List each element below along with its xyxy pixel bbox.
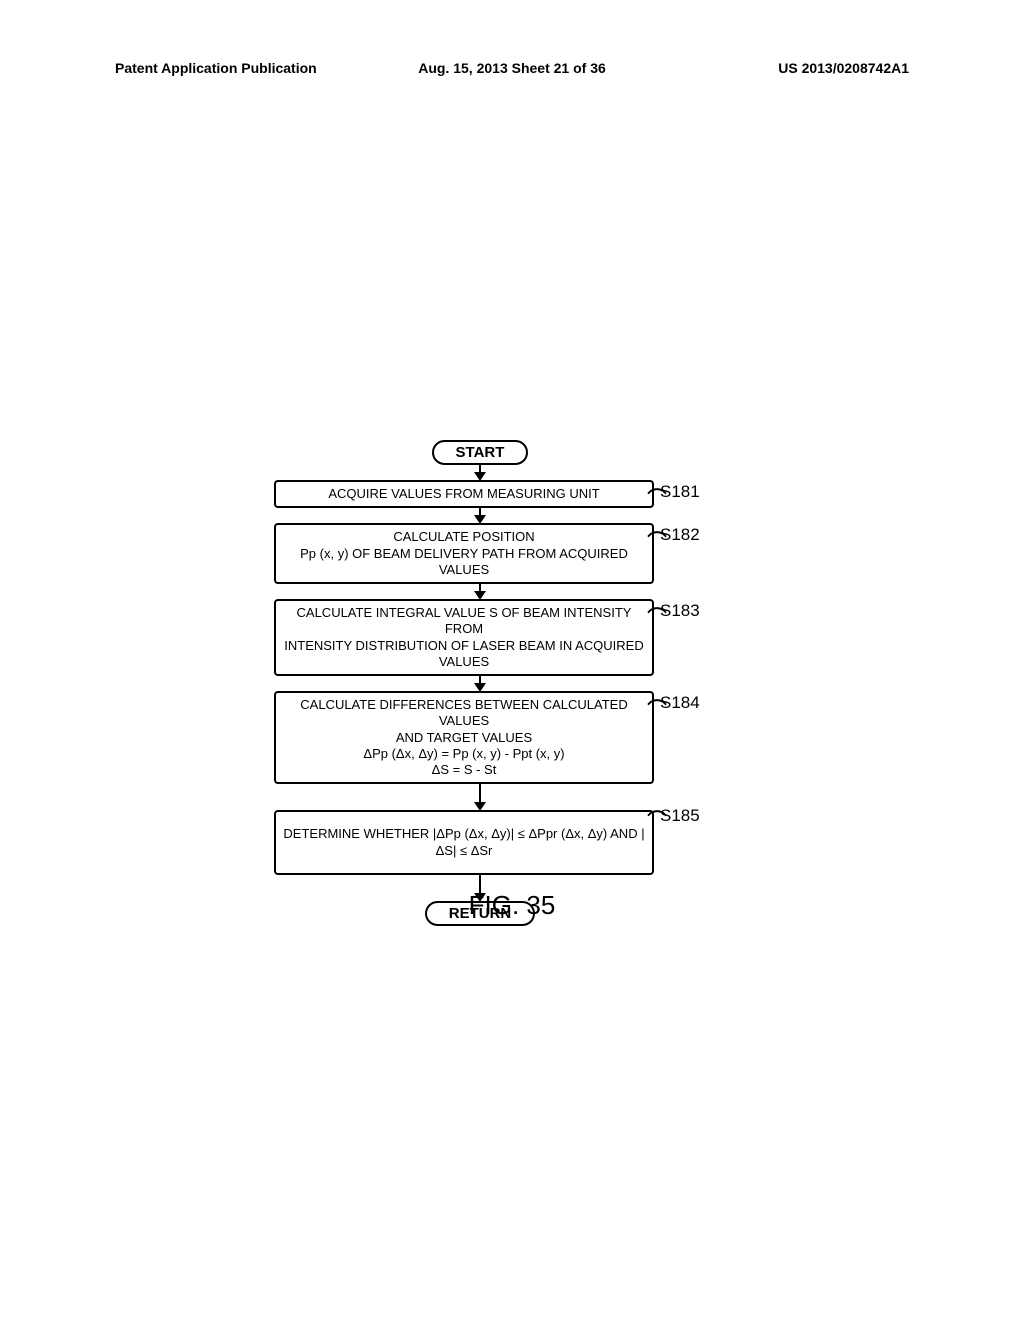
step-s185: DETERMINE WHETHER |ΔPp (Δx, Δy)| ≤ ΔPpr … — [270, 810, 690, 875]
step-id-label: S185 — [660, 806, 700, 826]
process-text: Pp (x, y) OF BEAM DELIVERY PATH FROM ACQ… — [282, 546, 646, 579]
process-text: ACQUIRE VALUES FROM MEASURING UNIT — [282, 486, 646, 502]
step-id-label: S181 — [660, 482, 700, 502]
process-box: CALCULATE INTEGRAL VALUE S OF BEAM INTEN… — [274, 599, 654, 676]
process-text: CALCULATE INTEGRAL VALUE S OF BEAM INTEN… — [282, 605, 646, 638]
step-id-label: S183 — [660, 601, 700, 621]
step-s184: CALCULATE DIFFERENCES BETWEEN CALCULATED… — [270, 691, 690, 784]
header-left: Patent Application Publication — [0, 60, 380, 76]
figure-caption: FIG. 35 — [0, 890, 1024, 921]
arrow-icon — [270, 676, 690, 691]
process-text: AND TARGET VALUES — [282, 730, 646, 746]
header-right: US 2013/0208742A1 — [644, 60, 1024, 76]
page-header: Patent Application Publication Aug. 15, … — [0, 60, 1024, 76]
step-s181: ACQUIRE VALUES FROM MEASURING UNIT S181 — [270, 480, 690, 508]
arrow-icon — [270, 784, 690, 810]
process-box: ACQUIRE VALUES FROM MEASURING UNIT — [274, 480, 654, 508]
step-s182: CALCULATE POSITION Pp (x, y) OF BEAM DEL… — [270, 523, 690, 584]
arrow-icon — [270, 508, 690, 523]
start-terminal: START — [270, 440, 690, 465]
process-box: CALCULATE POSITION Pp (x, y) OF BEAM DEL… — [274, 523, 654, 584]
process-text: ΔS = S - St — [282, 762, 646, 778]
arrow-icon — [270, 584, 690, 599]
header-mid: Aug. 15, 2013 Sheet 21 of 36 — [380, 60, 645, 76]
arrow-icon — [270, 465, 690, 480]
process-text: DETERMINE WHETHER |ΔPp (Δx, Δy)| ≤ ΔPpr … — [282, 826, 646, 859]
process-text: CALCULATE DIFFERENCES BETWEEN CALCULATED… — [282, 697, 646, 730]
process-text: CALCULATE POSITION — [282, 529, 646, 545]
start-label: START — [432, 440, 529, 465]
step-id-label: S184 — [660, 693, 700, 713]
process-box: DETERMINE WHETHER |ΔPp (Δx, Δy)| ≤ ΔPpr … — [274, 810, 654, 875]
process-box: CALCULATE DIFFERENCES BETWEEN CALCULATED… — [274, 691, 654, 784]
step-id-label: S182 — [660, 525, 700, 545]
process-text: INTENSITY DISTRIBUTION OF LASER BEAM IN … — [282, 638, 646, 671]
process-text: ΔPp (Δx, Δy) = Pp (x, y) - Ppt (x, y) — [282, 746, 646, 762]
step-s183: CALCULATE INTEGRAL VALUE S OF BEAM INTEN… — [270, 599, 690, 676]
flowchart: START ACQUIRE VALUES FROM MEASURING UNIT… — [270, 440, 690, 926]
